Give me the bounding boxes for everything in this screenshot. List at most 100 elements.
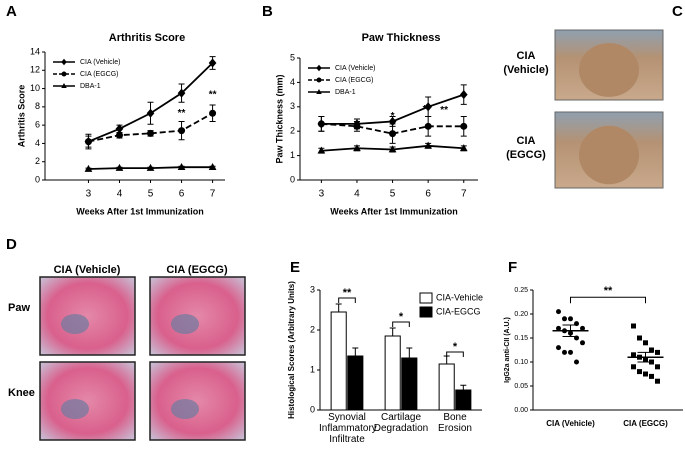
y-tick-label: 10: [30, 83, 40, 93]
x-tick-label: 4: [354, 189, 360, 200]
panel-letter: E: [290, 259, 300, 276]
y-tick-label: 0: [35, 174, 40, 184]
x-axis-label: Weeks After 1st Immunization: [330, 206, 458, 216]
legend-label: CIA (EGCG): [80, 71, 119, 78]
marker: [177, 88, 186, 98]
x-tick-label: 7: [210, 189, 216, 200]
legend-label: CIA-Vehicle: [436, 292, 483, 302]
y-tick-label: 0.15: [514, 335, 528, 342]
y-tick-label: 0.05: [514, 383, 528, 390]
bracket: [570, 296, 646, 304]
photo-subject: [579, 43, 639, 97]
y-tick-label: 12: [30, 65, 40, 75]
row-label: Knee: [8, 387, 35, 399]
photo-label: CIA (EGCG): [506, 135, 546, 161]
marker: [424, 122, 432, 130]
marker: [84, 138, 92, 146]
y-tick-label: 4: [35, 138, 40, 148]
x-tick-label: Synovial Inflammatory Infiltrate: [319, 412, 377, 445]
marker: [649, 347, 654, 353]
x-axis-label: Weeks After 1st Immunization: [76, 206, 204, 216]
x-tick-label: 3: [86, 189, 92, 200]
photo-subject: [579, 125, 639, 185]
marker: [643, 371, 648, 377]
histology-detail: [171, 399, 199, 419]
y-tick-label: 14: [30, 46, 40, 56]
annotation: **: [604, 285, 613, 297]
marker: [353, 144, 361, 152]
marker: [146, 163, 155, 171]
error-bar: [335, 303, 342, 312]
x-tick-label: 6: [425, 189, 431, 200]
error-bar: [562, 324, 579, 338]
marker: [459, 90, 468, 100]
marker: [631, 352, 636, 358]
chart-title: Arthritis Score: [109, 32, 185, 44]
marker: [556, 325, 561, 331]
y-tick-label: 2: [35, 156, 40, 166]
marker: [556, 345, 561, 351]
photo-label-box: CIA (EGCG): [506, 135, 546, 161]
marker: [637, 369, 642, 375]
histology-image: [39, 361, 136, 441]
marker: [655, 364, 660, 370]
bar: [455, 389, 472, 411]
panel-letter: D: [6, 236, 17, 253]
y-axis-label: Arthritis Score: [16, 85, 26, 148]
error-bar: [352, 347, 359, 356]
column-label: CIA (Vehicle): [54, 264, 121, 276]
marker: [146, 108, 155, 118]
panel-letter: B: [262, 3, 273, 20]
marker: [316, 89, 322, 94]
marker: [568, 316, 573, 322]
y-tick-label: 3: [290, 101, 295, 111]
x-tick-label: CIA (Vehicle): [546, 419, 595, 428]
error-bar: [406, 347, 413, 358]
legend-label: CIA (Vehicle): [80, 59, 120, 66]
marker: [655, 349, 660, 355]
error-bar: [443, 355, 450, 364]
category-label-box: Synovial Inflammatory Infiltrate: [319, 412, 377, 445]
y-tick-label: 6: [35, 120, 40, 130]
x-tick-label: Cartilage Degradation: [373, 412, 429, 434]
marker: [562, 316, 567, 322]
marker: [568, 349, 573, 355]
x-tick-label: 5: [390, 189, 396, 200]
y-tick-label: 2: [310, 324, 315, 334]
x-tick-label: 7: [461, 189, 467, 200]
bracket: [392, 321, 410, 327]
marker: [316, 64, 322, 72]
marker: [574, 359, 579, 365]
error-bar: [389, 327, 396, 336]
marker: [424, 141, 433, 149]
marker: [208, 163, 217, 170]
marker: [61, 71, 67, 77]
y-tick-label: 0.25: [514, 287, 528, 294]
series-line: [88, 112, 214, 143]
chart-title: Paw Thickness: [362, 32, 441, 44]
annotation: *: [423, 104, 427, 115]
annotation: **: [440, 105, 448, 116]
y-tick-label: 0: [290, 174, 295, 184]
legend-label: DBA-1: [80, 83, 101, 90]
bar: [438, 363, 455, 411]
y-tick-label: 0.00: [514, 407, 528, 414]
y-tick-label: 0.20: [514, 311, 528, 318]
y-tick-label: 4: [290, 77, 295, 87]
marker: [178, 127, 186, 135]
bar: [384, 335, 401, 411]
marker: [61, 58, 67, 66]
legend-swatch: [419, 306, 433, 318]
histology-detail: [61, 314, 89, 334]
annotation: **: [178, 108, 186, 119]
x-tick-label: 6: [179, 189, 185, 200]
x-tick-label: 5: [148, 189, 154, 200]
category-label-box: Cartilage Degradation: [373, 412, 429, 434]
marker: [208, 58, 217, 68]
error-bar: [637, 351, 654, 363]
x-tick-label: CIA (EGCG): [623, 419, 668, 428]
error-bar: [460, 384, 467, 390]
bar: [401, 357, 418, 411]
y-tick-label: 8: [35, 101, 40, 111]
x-tick-label: 4: [117, 189, 123, 200]
